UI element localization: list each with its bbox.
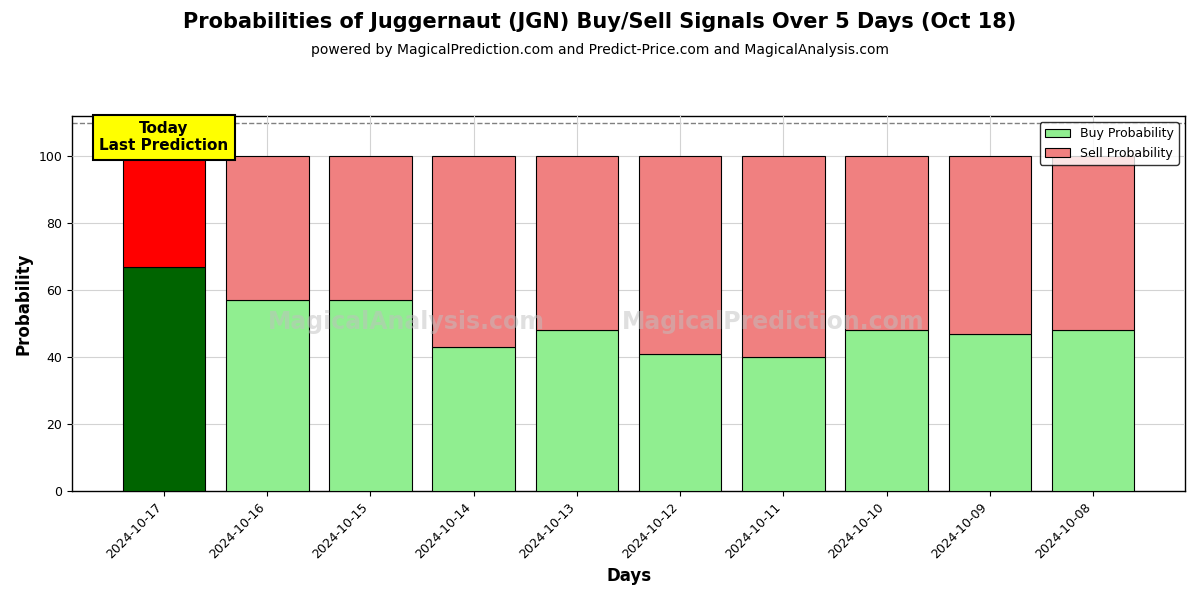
- Bar: [742, 357, 824, 491]
- Y-axis label: Probability: Probability: [16, 253, 34, 355]
- Text: MagicalAnalysis.com: MagicalAnalysis.com: [268, 310, 545, 334]
- Bar: [432, 156, 515, 347]
- Bar: [742, 156, 824, 357]
- Text: powered by MagicalPrediction.com and Predict-Price.com and MagicalAnalysis.com: powered by MagicalPrediction.com and Pre…: [311, 43, 889, 57]
- Legend: Buy Probability, Sell Probability: Buy Probability, Sell Probability: [1040, 122, 1178, 164]
- Text: MagicalPrediction.com: MagicalPrediction.com: [622, 310, 924, 334]
- Bar: [226, 300, 308, 491]
- Bar: [845, 331, 928, 491]
- Text: Today
Last Prediction: Today Last Prediction: [100, 121, 229, 154]
- Bar: [1052, 331, 1134, 491]
- Bar: [432, 347, 515, 491]
- Bar: [638, 156, 721, 354]
- Bar: [535, 156, 618, 331]
- Bar: [122, 156, 205, 267]
- Bar: [948, 334, 1031, 491]
- Text: Probabilities of Juggernaut (JGN) Buy/Sell Signals Over 5 Days (Oct 18): Probabilities of Juggernaut (JGN) Buy/Se…: [184, 12, 1016, 32]
- Bar: [122, 267, 205, 491]
- Bar: [948, 156, 1031, 334]
- Bar: [845, 156, 928, 331]
- X-axis label: Days: Days: [606, 567, 652, 585]
- Bar: [329, 300, 412, 491]
- Bar: [329, 156, 412, 300]
- Bar: [638, 354, 721, 491]
- Bar: [1052, 156, 1134, 331]
- Bar: [535, 331, 618, 491]
- Bar: [226, 156, 308, 300]
